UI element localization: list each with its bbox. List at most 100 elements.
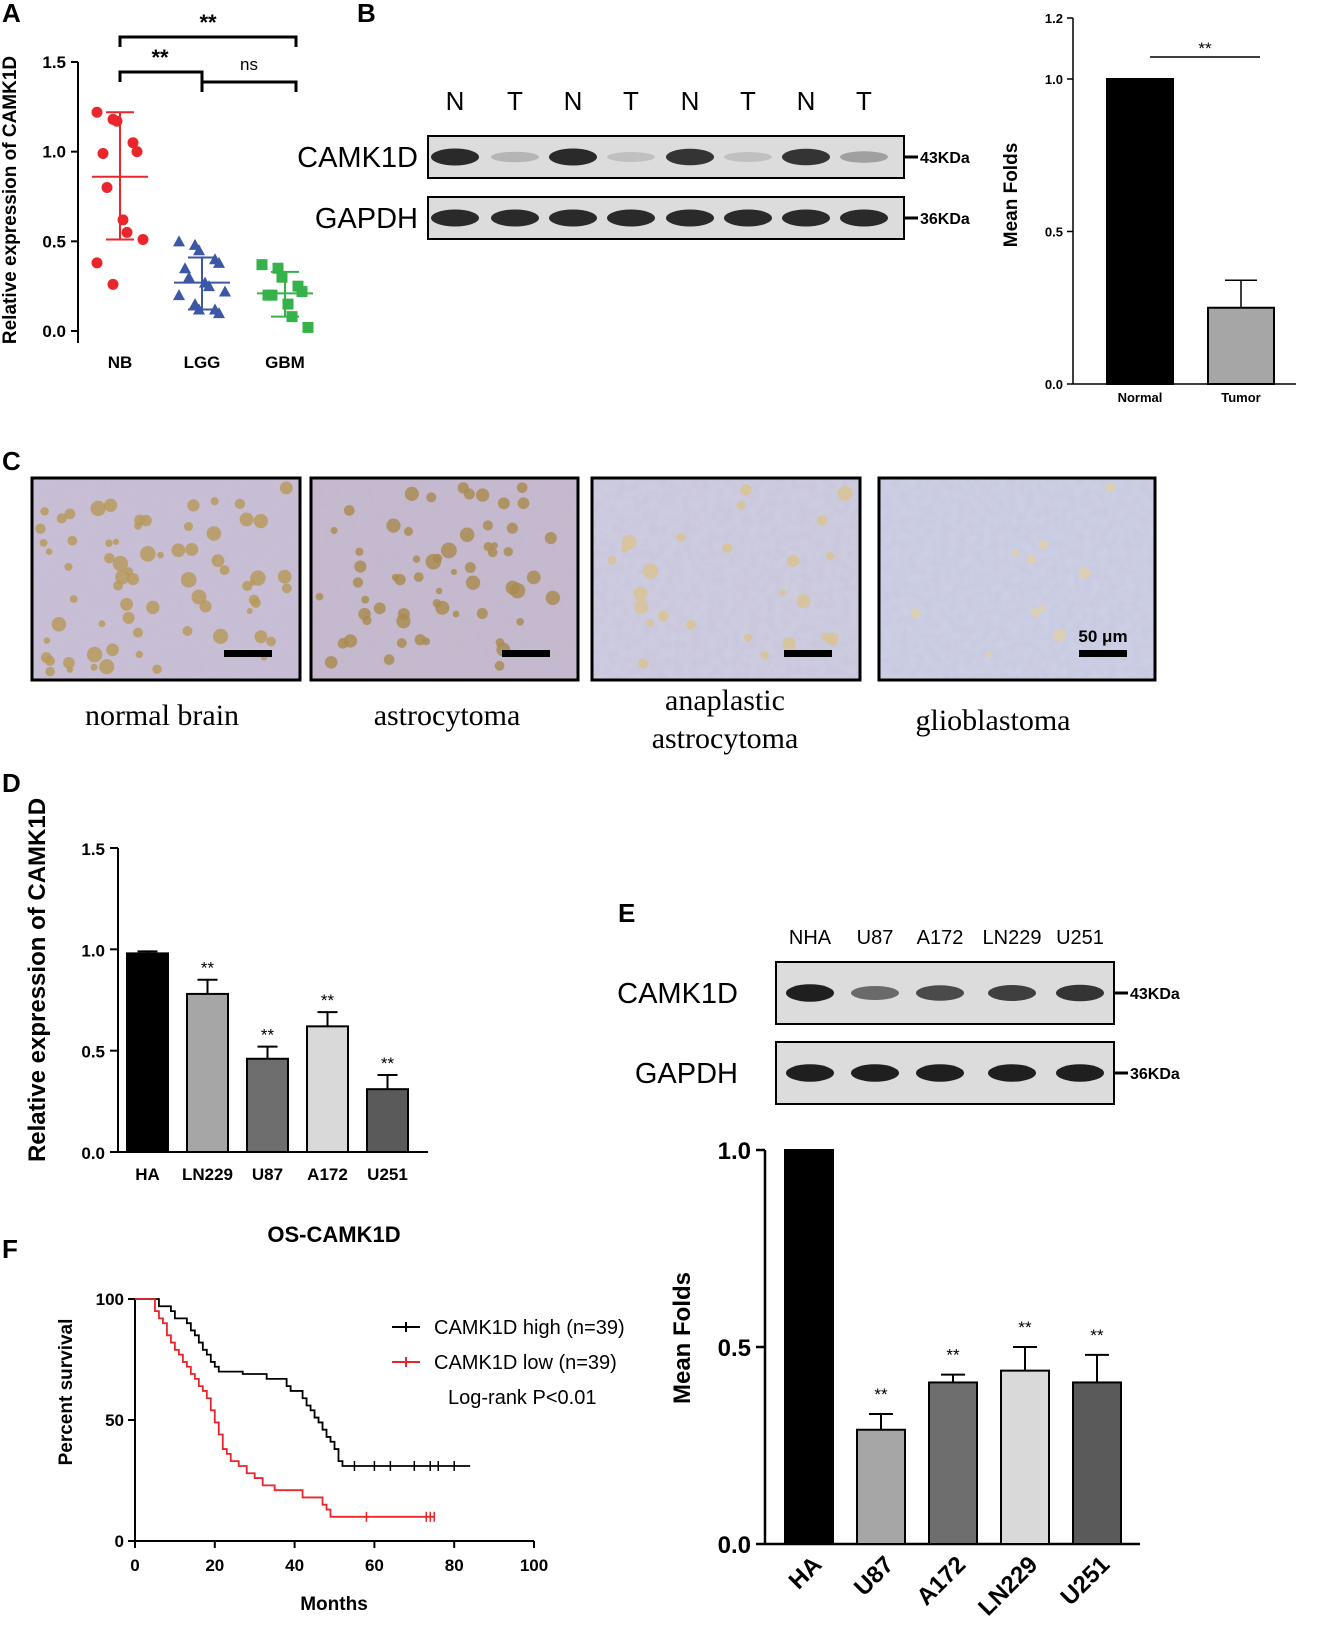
blot-lane-label: LN229 [983,927,1042,949]
blot-band [431,148,479,166]
blot-band [549,148,597,166]
ihc-stained-cell [152,664,162,674]
blot-band [851,986,899,1000]
ihc-image: 50 μm glioblastoma [877,476,1157,737]
ihc-stained-cell [45,548,53,556]
ihc-stained-cell [315,592,324,601]
panel-a-point-GBM [302,321,314,333]
ihc-stained-cell [355,547,364,556]
panel-a-point-LGG [173,289,185,301]
ihc-stained-cell [1053,628,1067,642]
panel-e-bar-HA [784,1149,834,1545]
panel-a-y-tick-label: 0.0 [42,322,66,341]
ihc-stained-cell [475,488,490,502]
panel-a-point-NB [121,226,133,238]
panel-b-y-tick-label: 0.0 [1045,377,1063,392]
blot-lane-label: N [681,86,700,116]
panel-a-point-LGG [213,307,225,319]
ihc-stained-cell [64,508,76,520]
panel-a-bracket-left [118,70,204,82]
ihc-stained-cell [105,539,113,548]
ihc-stained-cell [146,600,160,615]
ihc-stained-cell [517,497,530,510]
ihc-stained-cell [526,570,541,585]
ihc-stained-cell [126,572,140,586]
panel-a-significance: ** ** ns [118,10,298,92]
blot-band [786,984,834,1002]
ihc-stained-cell [450,568,457,576]
ihc-stained-cell [343,505,355,516]
blot-band [666,209,714,227]
panel-d-y-tick-label: 1.0 [81,941,105,960]
panel-e-y-tick-label: 1.0 [718,1138,751,1165]
ihc-stained-cell [435,587,443,595]
panel-f: F OS-CAMK1D Percent survival Months 0 20 4… [2,1222,625,1615]
panel-a-sig-right: ns [240,55,258,74]
ihc-stained-cell [45,666,55,677]
ihc-stained-cell [69,595,78,603]
panel-b-y-tick-label: 1.2 [1045,11,1063,26]
blot-lane-label: N [797,86,816,116]
ihc-stained-cell [414,634,426,646]
panel-c-label: C [2,446,21,476]
panel-a-point-NB [97,147,109,159]
panel-d-y-axis-label: Relative expression of CAMK1D [24,798,51,1162]
panel-f-x-tick-label: 100 [520,1556,548,1575]
panel-e-bar-U87 [856,1428,906,1545]
blot-lane-label: T [856,86,872,116]
panel-e-x-label: HA [784,1551,828,1595]
ihc-stained-cell [183,521,194,532]
ihc-stained-cell [739,483,752,496]
ihc-stained-cell [199,600,212,613]
ihc-stained-cell [35,523,46,534]
blot-band [916,1064,964,1082]
ihc-stained-cell [180,571,197,588]
ihc-stained-cell [112,538,120,545]
ihc-stained-cell [516,482,528,493]
panel-b-bar-Tumor [1207,306,1275,385]
blot-band [666,148,714,166]
ihc-stained-cell [246,607,253,614]
panel-d-sig-label: ** [261,1026,275,1045]
ihc-stained-cell [122,611,135,624]
panel-f-y-tick-label: 0 [115,1532,124,1551]
ihc-stained-cell [210,497,219,506]
ihc-stained-cell [1031,607,1041,618]
ihc-stained-cell [633,586,648,601]
panel-d-y-tick-label: 0.0 [81,1144,105,1163]
ihc-stained-cell [253,513,268,529]
ihc-stained-cell [185,542,199,557]
panel-d-bar-A172 [306,1025,349,1154]
ihc-stained-cell [782,637,797,651]
panel-a-y-axis-label: Relative expression of CAMK1D [0,56,21,344]
ihc-stained-cell [491,542,499,549]
ihc-stained-cell [386,518,401,533]
blot-band [840,151,888,163]
panel-e-bar-LN229 [1000,1369,1050,1546]
ihc-stained-cell [383,654,395,665]
ihc-stained-cell [140,546,156,562]
blot-band [724,209,772,227]
panel-f-label: F [2,1234,18,1264]
panel-a-point-NB [127,137,139,149]
panel-e-y-axis-label: Mean Folds [669,1272,696,1404]
ihc-stained-cell [634,600,649,615]
panel-e-bar-A172 [928,1381,978,1545]
ihc-stained-cell [394,573,406,586]
panel-d-y-tick-label: 0.5 [81,1043,105,1062]
blot-kda-label: 43KDa [1130,986,1180,1003]
ihc-stained-cell [825,552,835,561]
ihc-image-texture [592,478,860,680]
blot-band [1056,984,1104,1002]
panel-a-point-LGG [179,262,191,274]
panel-d-x-label: U87 [252,1165,283,1184]
panel-a-y-tick-label: 1.5 [42,53,66,72]
blot-lane-label: U251 [1056,927,1104,949]
panel-a-x-label: NB [108,353,133,372]
blot-band [549,209,597,227]
ihc-stained-cell [426,492,437,503]
panel-e-sig-label: ** [1018,1318,1032,1337]
panel-f-y-axis-label: Percent survival [56,1319,77,1466]
ihc-stained-cell [786,554,800,568]
panel-d-sig-label: ** [381,1054,395,1073]
